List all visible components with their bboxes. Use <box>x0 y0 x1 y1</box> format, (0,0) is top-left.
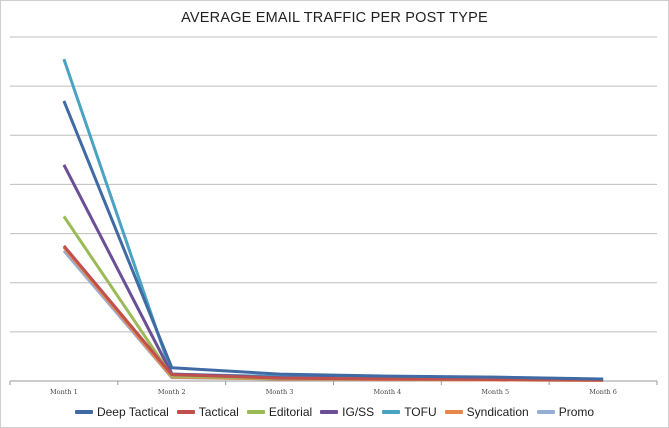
legend-label: TOFU <box>404 405 437 419</box>
legend-item: Deep Tactical <box>74 405 169 419</box>
legend-swatch <box>176 410 195 414</box>
legend-item: TOFU <box>382 405 437 419</box>
legend-label: Tactical <box>198 405 239 419</box>
legend-label: Editorial <box>268 405 313 419</box>
x-tick-label: Month 6 <box>589 388 617 396</box>
x-axis: Month 1 Month 2 Month 3 Month 4 Month 5 Month… <box>9 380 658 396</box>
series-line-deep-tactical <box>62 100 604 381</box>
legend-swatch <box>320 410 339 414</box>
legend-swatch <box>246 410 265 414</box>
chart-legend: Deep Tactical Tactical Editorial IG/SS TOFU S… <box>0 405 669 419</box>
series-line-promo <box>62 249 604 382</box>
legend-item: Syndication <box>444 405 529 419</box>
x-tick-label: Month 5 <box>481 388 509 396</box>
series-line-tactical <box>62 244 604 382</box>
legend-item: Tactical <box>176 405 239 419</box>
x-tick-label: Month 2 <box>158 388 186 396</box>
legend-label: Promo <box>558 405 595 419</box>
legend-item: IG/SS <box>320 405 374 419</box>
legend-item: Editorial <box>246 405 313 419</box>
gridlines <box>10 36 657 333</box>
legend-item: Promo <box>536 405 595 419</box>
series-line-syndication <box>62 246 604 382</box>
x-tick-label: Month 4 <box>374 388 402 396</box>
legend-swatch <box>74 410 93 414</box>
x-tick-label: Month 3 <box>266 388 294 396</box>
legend-label: Syndication <box>466 405 529 419</box>
legend-swatch <box>382 410 401 414</box>
legend-swatch <box>444 410 463 414</box>
legend-swatch <box>536 410 555 414</box>
series-lines <box>62 58 604 382</box>
legend-label: IG/SS <box>342 405 375 419</box>
chart-title: AVERAGE EMAIL TRAFFIC PER POST TYPE <box>181 10 488 26</box>
x-tick-label: Month 1 <box>50 388 78 396</box>
legend-label: Deep Tactical <box>96 405 169 419</box>
